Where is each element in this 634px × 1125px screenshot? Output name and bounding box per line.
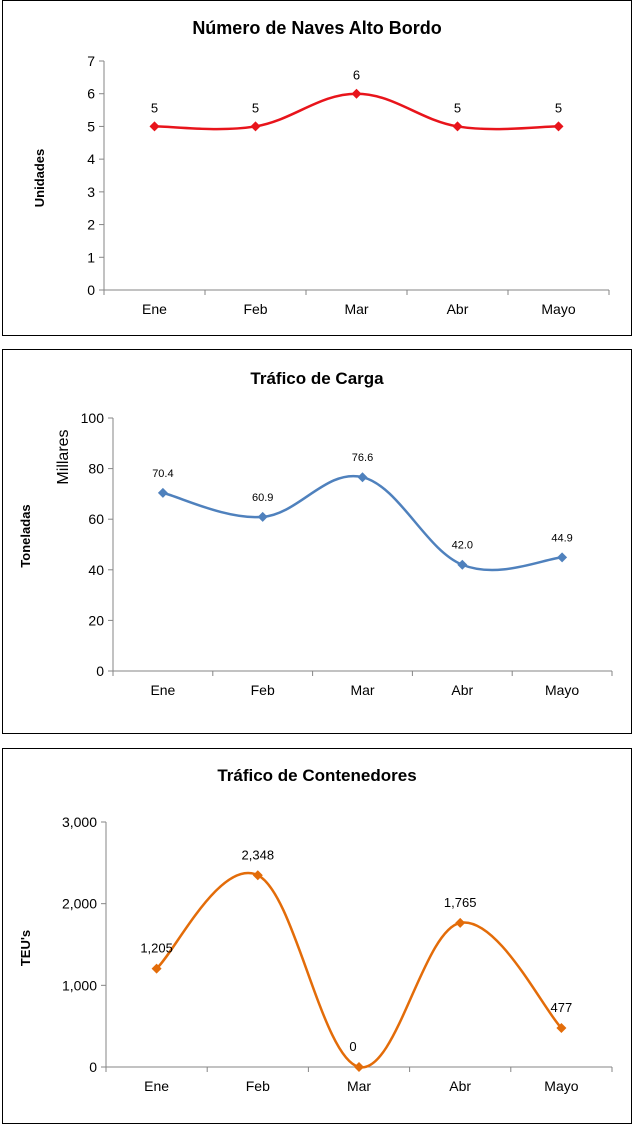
y-axis-label: TEU's: [18, 930, 33, 966]
x-tick-label: Feb: [251, 682, 275, 698]
y-tick-label: 3,000: [62, 814, 97, 830]
data-point-marker: [351, 88, 362, 99]
series-line: [162, 474, 563, 572]
data-point-marker: [250, 121, 261, 132]
y-tick-label: 5: [87, 118, 95, 134]
data-label: 44.9: [551, 532, 572, 544]
chart-contenedores: Tráfico de Contenedores TEU's 0 1,000 2,000 3…: [18, 766, 613, 1094]
x-tick-label: Mar: [350, 682, 374, 698]
y-tick-label: 0: [89, 1059, 97, 1075]
data-point-marker: [157, 487, 168, 498]
x-tick-label: Feb: [243, 301, 267, 317]
data-label: 5: [151, 100, 158, 115]
x-tick-label: Ene: [150, 682, 175, 698]
y-tick-label: 4: [87, 151, 95, 167]
series-line: [154, 92, 559, 131]
chart-title: Tráfico de Contenedores: [217, 766, 416, 785]
y-tick-label: 3: [87, 184, 95, 200]
data-label: 5: [252, 100, 259, 115]
y-tick-label: 60: [88, 511, 104, 527]
chart-title: Tráfico de Carga: [250, 369, 384, 388]
data-label: 2,348: [242, 847, 275, 862]
y-tick-label: 1,000: [62, 977, 97, 993]
data-point-marker: [556, 1023, 567, 1034]
data-point-marker: [252, 870, 263, 881]
y-axis-label: Unidades: [32, 149, 47, 208]
data-point-marker: [452, 121, 463, 132]
x-tick-label: Ene: [142, 301, 167, 317]
y-axis-label: Toneladas: [18, 504, 33, 567]
y-tick-label: 2,000: [62, 896, 97, 912]
data-point-marker: [357, 472, 368, 483]
data-point-marker: [557, 552, 568, 563]
x-tick-label: Feb: [246, 1078, 270, 1094]
x-tick-label: Mayo: [541, 301, 575, 317]
data-point-marker: [149, 121, 160, 132]
data-label: 5: [555, 100, 562, 115]
y-tick-label: 40: [88, 562, 104, 578]
data-label: 70.4: [152, 468, 173, 480]
series-line: [155, 871, 563, 1069]
x-tick-label: Abr: [451, 682, 473, 698]
y-tick-label: 6: [87, 86, 95, 102]
data-label: 76.6: [352, 452, 373, 464]
x-tick-label: Mar: [344, 301, 368, 317]
y-tick-label: 0: [87, 282, 95, 298]
data-point-marker: [354, 1062, 364, 1072]
y-tick-label: 80: [88, 461, 104, 477]
y-tick-label: 100: [81, 410, 105, 426]
chart-naves: Número de Naves Alto Bordo Unidades 0 1 2 3 4 5…: [32, 18, 610, 317]
chart-carga: Tráfico de Carga Toneladas Millares 0 20 40 60…: [18, 369, 613, 698]
data-point-marker: [455, 917, 466, 928]
data-label: 6: [353, 68, 360, 83]
y-tick-label: 7: [87, 53, 95, 69]
x-tick-label: Abr: [449, 1078, 471, 1094]
data-label: 1,765: [444, 895, 477, 910]
units-label: Millares: [55, 429, 72, 484]
data-point-marker: [257, 511, 268, 522]
data-point-marker: [151, 963, 162, 974]
chart-panel-contenedores: Tráfico de Contenedores TEU's 0 1,000 2,000 3…: [2, 748, 632, 1124]
y-tick-label: 0: [96, 663, 104, 679]
data-label: 5: [454, 100, 461, 115]
chart-title: Número de Naves Alto Bordo: [192, 18, 441, 38]
data-point-marker: [457, 559, 468, 570]
x-tick-label: Mayo: [544, 1078, 578, 1094]
data-label: 477: [551, 1000, 573, 1015]
data-point-marker: [553, 121, 564, 132]
data-label: 1,205: [140, 941, 173, 956]
x-tick-label: Mar: [347, 1078, 371, 1094]
chart-panel-naves: Número de Naves Alto Bordo Unidades 0 1 2 3 4 5…: [2, 0, 632, 336]
chart-panel-carga: Tráfico de Carga Toneladas Millares 0 20 40 60…: [2, 349, 632, 734]
y-tick-label: 1: [87, 249, 95, 265]
data-label: 0: [349, 1039, 356, 1054]
x-tick-label: Ene: [144, 1078, 169, 1094]
data-label: 60.9: [252, 492, 273, 504]
x-tick-label: Abr: [447, 301, 469, 317]
data-label: 42.0: [452, 540, 473, 552]
y-tick-label: 2: [87, 217, 95, 233]
y-tick-label: 20: [88, 612, 104, 628]
x-tick-label: Mayo: [545, 682, 579, 698]
